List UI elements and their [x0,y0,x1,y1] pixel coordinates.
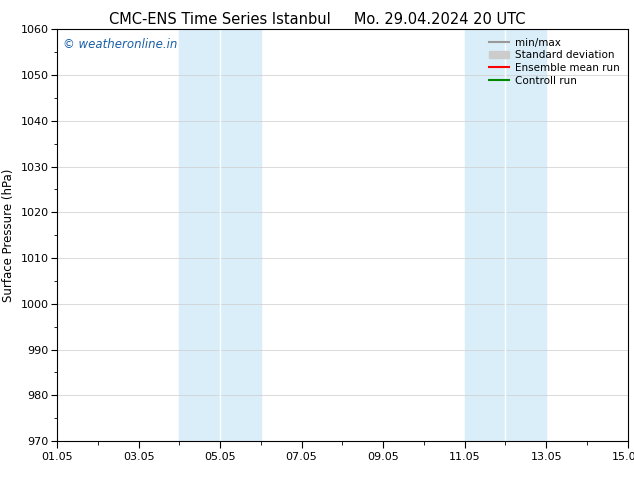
Y-axis label: Surface Pressure (hPa): Surface Pressure (hPa) [2,169,15,302]
Bar [179,29,261,441]
Bar [465,29,546,441]
Text: © weatheronline.in: © weatheronline.in [63,38,177,50]
Text: CMC-ENS Time Series Istanbul     Mo. 29.04.2024 20 UTC: CMC-ENS Time Series Istanbul Mo. 29.04.2… [109,12,525,27]
Legend: min/max, Standard deviation, Ensemble mean run, Controll run: min/max, Standard deviation, Ensemble me… [486,35,623,89]
